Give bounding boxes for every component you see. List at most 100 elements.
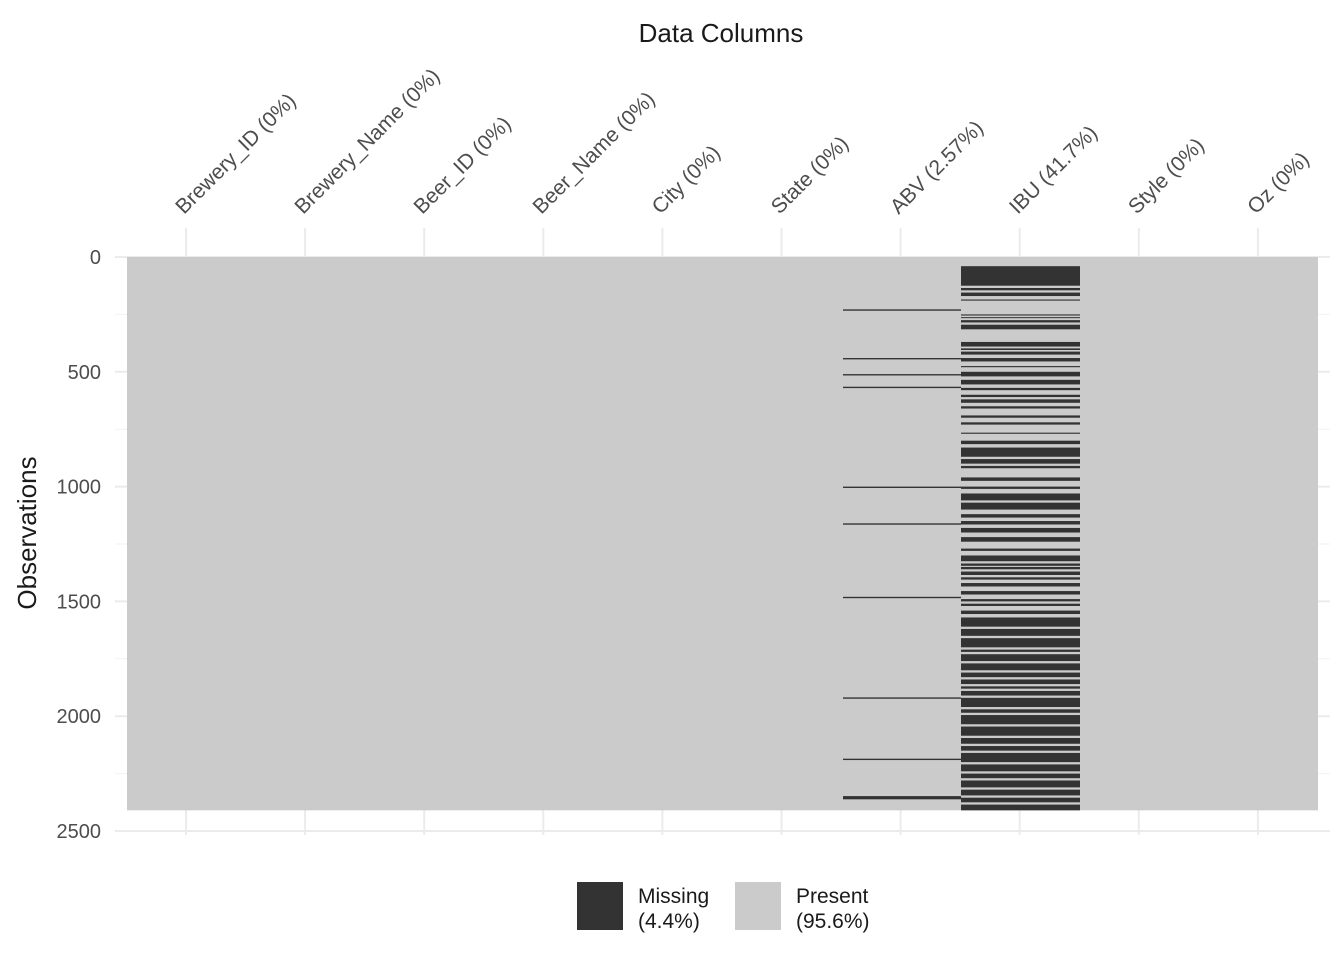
plot-panel: [127, 257, 1318, 811]
ibu-missing-cell: [961, 447, 1080, 457]
ibu-missing-cell: [961, 406, 1080, 409]
ibu-missing-cell: [961, 571, 1080, 575]
ibu-missing-cell: [961, 371, 1080, 377]
ibu-missing-cell: [961, 709, 1080, 713]
legend-percent: (4.4%): [638, 910, 700, 933]
ibu-missing-cell: [961, 638, 1080, 648]
ibu-missing-cell: [961, 415, 1080, 418]
y-tick-label: 0: [90, 247, 101, 269]
ibu-missing-cell: [961, 477, 1080, 481]
legend: Missing(4.4%) Present(95.6%): [577, 882, 870, 933]
abv-missing-cell: [843, 596, 961, 599]
legend-percent: (95.6%): [796, 910, 870, 933]
ibu-missing-cell: [961, 440, 1080, 445]
ibu-missing-cell: [961, 563, 1080, 566]
ibu-missing-cell: [961, 324, 1080, 330]
ibu-missing-cell: [961, 394, 1080, 398]
ibu-missing-cell: [961, 726, 1080, 736]
column-label: Brewery_ID (0%): [171, 89, 300, 218]
ibu-missing-cell: [961, 266, 1080, 286]
ibu-missing-cell: [961, 566, 1080, 570]
ibu-missing-cell: [961, 320, 1080, 323]
column-label: Beer_Name (0%): [529, 88, 660, 219]
ibu-missing-cell: [961, 502, 1080, 510]
column-label: ABV (2.57%): [886, 116, 988, 218]
column-label: City (0%): [648, 141, 725, 218]
ibu-missing-cell: [961, 366, 1080, 368]
y-tick-label: 500: [68, 362, 101, 384]
y-axis-ticks: 0 500 1000 1500 2000 2500: [57, 247, 102, 843]
ibu-missing-cell: [961, 292, 1080, 297]
ibu-missing-cell: [961, 628, 1080, 636]
ibu-missing-cell: [961, 686, 1080, 689]
ibu-missing-cell: [961, 654, 1080, 662]
ibu-missing-cell: [961, 299, 1080, 301]
ibu-missing-cell: [961, 287, 1080, 291]
ibu-missing-cell: [961, 537, 1080, 542]
column-label: IBU (41.7%): [1005, 121, 1102, 218]
y-axis-label: Observations: [12, 456, 42, 609]
ibu-missing-cell: [961, 465, 1080, 469]
ibu-missing-cell: [961, 797, 1080, 803]
column-label: State (0%): [767, 132, 853, 218]
column-label: Oz (0%): [1243, 148, 1314, 219]
ibu-missing-cell: [961, 599, 1080, 602]
ibu-missing-cell: [961, 752, 1080, 763]
abv-missing-cell: [843, 758, 961, 761]
ibu-missing-cell: [961, 764, 1080, 772]
abv-missing-cell: [843, 486, 961, 488]
column-label: Beer_ID (0%): [409, 112, 515, 218]
legend-label: Present: [796, 885, 869, 908]
abv-missing-cell: [843, 523, 961, 525]
y-tick-label: 1500: [57, 591, 102, 613]
ibu-missing-cell: [961, 672, 1080, 678]
ibu-missing-cell: [961, 317, 1080, 319]
ibu-missing-cell: [961, 663, 1080, 671]
ibu-missing-cell: [961, 387, 1080, 391]
ibu-missing-cell: [961, 422, 1080, 425]
ibu-missing-cell: [961, 591, 1080, 595]
abv-missing-cell: [843, 358, 961, 360]
ibu-missing-cell: [961, 738, 1080, 744]
ibu-missing-cell: [961, 804, 1080, 811]
ibu-missing-cell: [961, 679, 1080, 685]
legend-swatch: [735, 882, 781, 930]
ibu-missing-cell: [961, 486, 1080, 489]
ibu-missing-cell: [961, 548, 1080, 551]
chart-title: Data Columns: [639, 18, 804, 48]
ibu-missing-cell: [961, 314, 1080, 316]
ibu-missing-cell: [961, 514, 1080, 518]
ibu-missing-cell: [961, 399, 1080, 403]
ibu-missing-cell: [961, 527, 1080, 533]
ibu-missing-cell: [961, 617, 1080, 627]
ibu-missing-cell: [961, 789, 1080, 796]
ibu-missing-cell: [961, 555, 1080, 562]
abv-missing-cell: [843, 697, 961, 699]
ibu-missing-cell: [961, 577, 1080, 580]
ibu-missing-cell: [961, 715, 1080, 725]
abv-missing-cell: [843, 309, 961, 311]
ibu-missing-cell: [961, 379, 1080, 385]
ibu-missing-cell: [961, 341, 1080, 347]
ibu-missing-cell: [961, 780, 1080, 788]
abv-missing-cell: [843, 374, 961, 376]
y-tick-label: 1000: [57, 477, 102, 499]
ibu-missing-cell: [961, 649, 1080, 652]
ibu-missing-cell: [961, 583, 1080, 587]
y-tick-label: 2000: [57, 706, 102, 728]
ibu-missing-cell: [961, 521, 1080, 525]
ibu-missing-cell: [961, 610, 1080, 615]
ibu-missing-cell: [961, 603, 1080, 606]
column-label: Style (0%): [1124, 134, 1209, 219]
ibu-missing-cell: [961, 351, 1080, 355]
ibu-missing-cell: [961, 348, 1080, 350]
legend-swatch: [577, 882, 623, 930]
ibu-missing-cell: [961, 746, 1080, 751]
ibu-missing-cell: [961, 773, 1080, 779]
legend-label: Missing: [638, 885, 709, 908]
ibu-missing-cell: [961, 459, 1080, 464]
abv-missing-cell: [843, 796, 961, 800]
ibu-missing-cell: [961, 358, 1080, 362]
ibu-missing-cell: [961, 493, 1080, 501]
